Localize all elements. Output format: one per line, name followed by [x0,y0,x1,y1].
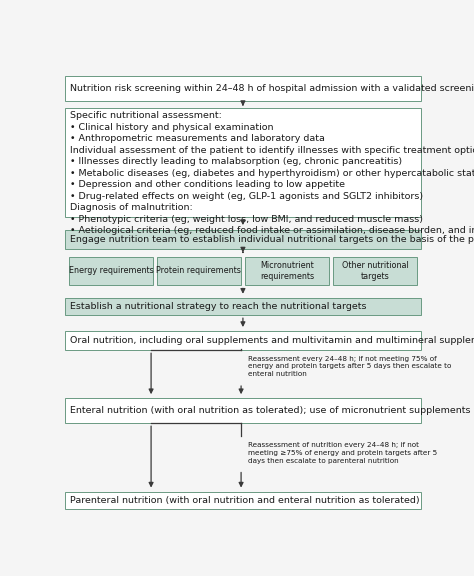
Text: Engage nutrition team to establish individual nutritional targets on the basis o: Engage nutrition team to establish indiv… [70,235,474,244]
Bar [65,108,421,217]
Text: Parenteral nutrition (with oral nutrition and enteral nutrition as tolerated): Parenteral nutrition (with oral nutritio… [70,496,419,505]
Bar [65,298,421,315]
Text: Nutrition risk screening within 24–48 h of hospital admission with a validated s: Nutrition risk screening within 24–48 h … [70,84,474,93]
Bar [157,257,241,285]
Text: Enteral nutrition (with oral nutrition as tolerated); use of micronutrient suppl: Enteral nutrition (with oral nutrition a… [70,406,474,415]
Text: Oral nutrition, including oral supplements and multivitamin and multimineral sup: Oral nutrition, including oral supplemen… [70,336,474,345]
Text: Specific nutritional assessment:
• Clinical history and physical examination
• A: Specific nutritional assessment: • Clini… [70,112,474,235]
Bar [69,257,153,285]
Bar [65,399,421,423]
Text: Micronutrient
requirements: Micronutrient requirements [260,261,314,281]
Text: Other nutritional
targets: Other nutritional targets [342,261,408,281]
Text: Reassessment of nutrition every 24–48 h; if not
meeting ≥75% of energy and prote: Reassessment of nutrition every 24–48 h;… [248,442,438,464]
Text: Energy requirements: Energy requirements [69,267,153,275]
Bar [65,331,421,350]
Bar [65,230,421,249]
Bar [245,257,328,285]
Bar [65,492,421,509]
Bar [65,77,421,101]
Text: Protein requirements: Protein requirements [156,267,241,275]
Text: Establish a nutritional strategy to reach the nutritional targets: Establish a nutritional strategy to reac… [70,302,366,311]
Bar [333,257,417,285]
Text: Reassessment every 24–48 h; if not meeting 75% of
energy and protein targets aft: Reassessment every 24–48 h; if not meeti… [248,355,452,377]
